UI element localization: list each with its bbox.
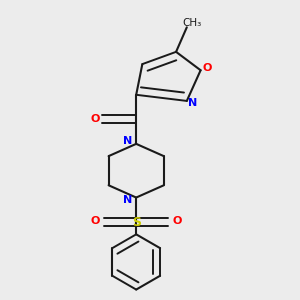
Text: CH₃: CH₃: [182, 18, 202, 28]
Text: S: S: [132, 216, 141, 229]
Text: O: O: [91, 217, 100, 226]
Text: O: O: [172, 217, 182, 226]
Text: N: N: [188, 98, 197, 108]
Text: N: N: [123, 195, 132, 205]
Text: O: O: [90, 114, 100, 124]
Text: N: N: [123, 136, 132, 146]
Text: O: O: [203, 63, 212, 73]
